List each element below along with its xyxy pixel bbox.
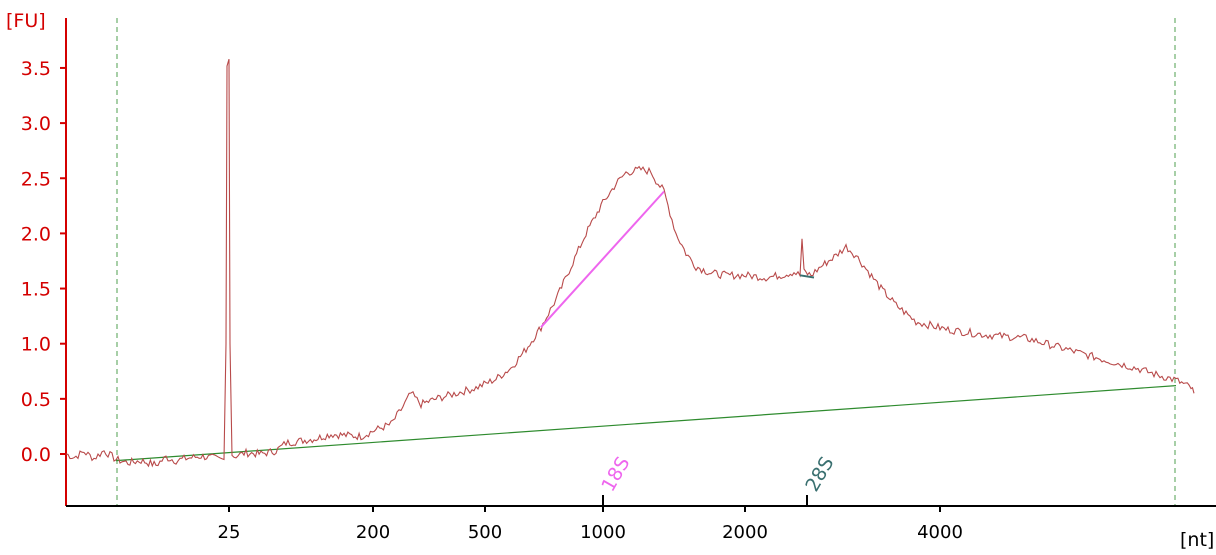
x-tick-label: 1000 [580,522,626,543]
y-tick-label: 2.0 [21,223,51,245]
y-tick-label: 1.0 [21,334,51,356]
peak-28s-fit-line [799,274,815,279]
x-tick-label: 500 [468,522,502,543]
y-tick-label: 3.5 [21,58,51,80]
x-tick-label: 4000 [917,522,963,543]
x-tick-label: 2000 [722,522,768,543]
x-axis-label: [nt] [1180,529,1214,551]
y-tick-label: 0.5 [21,389,51,411]
y-ticks: 0.0 0.5 1.0 1.5 2.0 2.5 3.0 3.5 [21,58,66,466]
x-ticks: 25 200 500 1000 2000 4000 [218,506,963,543]
y-tick-label: 0.0 [21,444,51,466]
peak-18s-fit-line [540,190,665,328]
baseline-line [115,385,1177,462]
x-tick-label: 25 [218,522,241,543]
x-tick-label: 200 [356,522,390,543]
y-tick-label: 3.0 [21,113,51,135]
y-axis-label: [FU] [6,10,46,32]
marker-28s-label: 28S [801,453,838,495]
y-tick-label: 2.5 [21,168,51,190]
marker-18s-label: 18S [597,453,634,495]
y-tick-label: 1.5 [21,279,51,301]
signal-trace [65,58,1195,468]
